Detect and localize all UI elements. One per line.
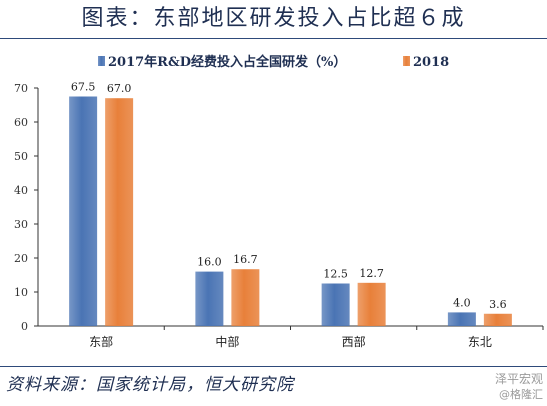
bar-2017-1 [69, 96, 98, 326]
data-label: 67.0 [107, 82, 132, 95]
source-note: 资料来源：国家统计局，恒大研究院 [6, 375, 294, 395]
data-label: 16.7 [233, 253, 258, 266]
data-label: 12.5 [323, 268, 348, 281]
data-label: 12.7 [359, 267, 384, 280]
bar-2018-3 [357, 282, 386, 326]
x-category-label: 东部 [89, 334, 113, 349]
legend-swatch-1 [98, 56, 105, 66]
y-tick-label: 60 [14, 116, 28, 129]
title-rule-top [0, 38, 547, 39]
data-label: 67.5 [71, 81, 96, 94]
bar-2018-4 [483, 313, 512, 326]
chart-title: 图表：东部地区研发投入占比超６成 [81, 6, 466, 31]
data-label: 3.6 [489, 298, 507, 311]
y-tick-label: 30 [14, 218, 28, 231]
bar-2017-2 [195, 271, 224, 326]
x-category-label: 中部 [215, 334, 239, 349]
footer-rule [0, 366, 547, 367]
y-tick-label: 0 [21, 320, 28, 333]
bar-2017-4 [447, 312, 476, 326]
legend-label-1: 2017年R&D经费投入占全国研发（%） [108, 54, 346, 70]
bar-2018-2 [231, 269, 260, 326]
bar-2017-3 [321, 283, 350, 326]
y-tick-label: 40 [14, 184, 28, 197]
watermark-line2: @格隆汇 [499, 388, 543, 401]
y-tick-label: 10 [14, 286, 28, 299]
bar-chart: 2017年R&D经费投入占全国研发（%） 2018 0 10 20 30 40 50 60 70 6… [14, 54, 544, 349]
legend-label-2: 2018 [413, 55, 449, 70]
x-category-label: 东北 [468, 335, 492, 349]
y-tick-label: 70 [14, 82, 28, 95]
y-tick-label: 20 [14, 252, 28, 265]
data-label: 4.0 [453, 296, 471, 309]
x-category-label: 西部 [342, 334, 366, 349]
bar-2018-1 [105, 98, 134, 326]
data-label: 16.0 [197, 256, 222, 269]
y-tick-label: 50 [14, 150, 28, 163]
legend-swatch-2 [403, 56, 410, 66]
watermark-line1: 泽平宏观 [494, 372, 543, 386]
